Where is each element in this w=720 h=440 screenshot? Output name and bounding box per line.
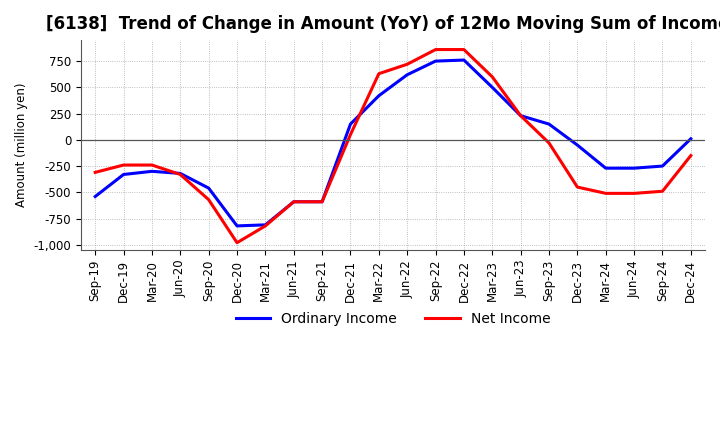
Ordinary Income xyxy=(488,85,497,90)
Line: Ordinary Income: Ordinary Income xyxy=(95,60,690,226)
Ordinary Income xyxy=(318,199,326,205)
Ordinary Income xyxy=(148,169,156,174)
Net Income xyxy=(346,132,355,137)
Ordinary Income xyxy=(346,121,355,127)
Net Income xyxy=(91,170,99,175)
Ordinary Income xyxy=(403,72,412,77)
Net Income xyxy=(374,71,383,77)
Net Income xyxy=(573,184,582,190)
Ordinary Income xyxy=(431,59,440,64)
Net Income xyxy=(601,191,610,196)
Net Income xyxy=(148,162,156,168)
Net Income xyxy=(488,74,497,80)
Y-axis label: Amount (million yen): Amount (million yen) xyxy=(15,83,28,207)
Net Income xyxy=(545,140,554,146)
Ordinary Income xyxy=(601,165,610,171)
Net Income xyxy=(516,113,525,118)
Ordinary Income xyxy=(516,113,525,118)
Net Income xyxy=(120,162,128,168)
Ordinary Income xyxy=(120,172,128,177)
Ordinary Income xyxy=(176,171,184,176)
Ordinary Income xyxy=(204,186,213,191)
Ordinary Income xyxy=(545,121,554,127)
Ordinary Income xyxy=(459,57,468,62)
Net Income xyxy=(261,223,270,228)
Net Income xyxy=(658,189,667,194)
Ordinary Income xyxy=(233,223,241,228)
Net Income xyxy=(318,199,326,205)
Ordinary Income xyxy=(658,163,667,169)
Net Income xyxy=(431,47,440,52)
Net Income xyxy=(403,62,412,67)
Ordinary Income xyxy=(374,93,383,99)
Title: [6138]  Trend of Change in Amount (YoY) of 12Mo Moving Sum of Incomes: [6138] Trend of Change in Amount (YoY) o… xyxy=(46,15,720,33)
Net Income xyxy=(204,197,213,202)
Ordinary Income xyxy=(573,143,582,148)
Ordinary Income xyxy=(289,199,298,205)
Line: Net Income: Net Income xyxy=(95,50,690,243)
Ordinary Income xyxy=(261,222,270,227)
Net Income xyxy=(233,240,241,246)
Net Income xyxy=(630,191,639,196)
Net Income xyxy=(686,153,695,158)
Ordinary Income xyxy=(630,165,639,171)
Net Income xyxy=(176,172,184,177)
Net Income xyxy=(289,199,298,205)
Ordinary Income xyxy=(686,136,695,141)
Net Income xyxy=(459,47,468,52)
Legend: Ordinary Income, Net Income: Ordinary Income, Net Income xyxy=(230,306,556,331)
Ordinary Income xyxy=(91,194,99,199)
